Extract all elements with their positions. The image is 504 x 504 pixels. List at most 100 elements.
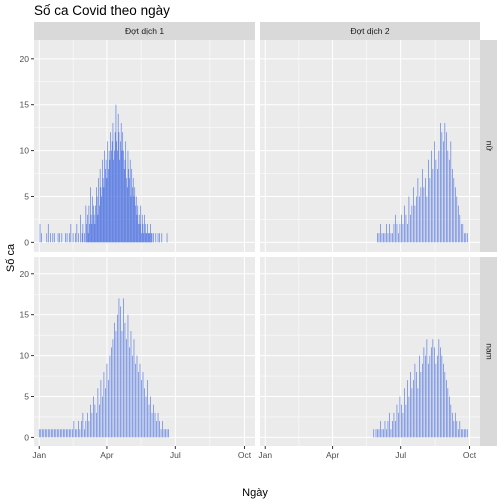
bar [378, 233, 380, 243]
bar [160, 429, 162, 438]
bar [126, 178, 127, 243]
bar [94, 404, 96, 438]
bar [448, 159, 450, 243]
bar [159, 421, 160, 438]
bar [144, 214, 145, 243]
bar [420, 187, 422, 243]
bar [428, 159, 429, 243]
bar [437, 355, 438, 438]
panel-1 [34, 40, 255, 252]
bar [120, 306, 121, 438]
bar [79, 429, 81, 438]
bar [398, 233, 399, 243]
bar [136, 214, 138, 243]
bar [124, 159, 126, 243]
bar [150, 224, 151, 243]
bar [411, 388, 413, 438]
bar [111, 347, 112, 438]
x-tick-label: Jul [170, 450, 181, 460]
bar [460, 224, 462, 243]
bar [465, 429, 467, 438]
bar [442, 363, 444, 438]
bar [380, 224, 381, 243]
y-tick-label: 15 [20, 310, 30, 320]
bar [113, 159, 115, 243]
bar [454, 412, 456, 438]
bar [41, 233, 42, 243]
bar [396, 224, 398, 243]
bar [138, 224, 139, 243]
bar [127, 150, 129, 243]
x-tick-label: Oct [238, 450, 252, 460]
bar [97, 388, 99, 438]
bar [102, 159, 103, 243]
bar [93, 214, 95, 243]
bar [447, 150, 449, 243]
bar [426, 196, 428, 243]
bar [380, 421, 381, 438]
bar [434, 141, 435, 243]
bar [73, 421, 75, 438]
bar [453, 178, 455, 243]
bar [106, 178, 108, 243]
bar [425, 355, 426, 438]
bar [96, 196, 98, 243]
bar [402, 224, 404, 243]
bar [100, 380, 102, 438]
bar [70, 429, 72, 438]
bar [135, 196, 137, 243]
bar [132, 187, 133, 243]
bar [413, 380, 414, 438]
column-strip-label: Đợt dịch 1 [125, 26, 164, 36]
bar [457, 429, 459, 438]
x-tick-label: Jan [32, 450, 46, 460]
y-tick-label: 5 [24, 191, 29, 201]
bar [454, 187, 456, 243]
bar [52, 429, 54, 438]
bar [129, 159, 131, 243]
bar [444, 123, 446, 243]
bar [46, 233, 48, 243]
bar [401, 404, 402, 438]
bar [157, 412, 159, 438]
bar [375, 429, 377, 438]
row-strips: nữ nam [480, 40, 497, 446]
y-tick-label: 0 [24, 237, 29, 247]
bar [53, 233, 55, 243]
bar [462, 429, 464, 438]
bar [98, 178, 99, 243]
bar [159, 233, 160, 243]
bar [390, 429, 392, 438]
x-axis-title: Ngày [242, 487, 268, 499]
bar [121, 331, 123, 438]
bar [116, 141, 118, 243]
bar [414, 363, 416, 438]
bar [115, 104, 117, 243]
bar [76, 224, 78, 243]
bar [466, 429, 468, 438]
bar [147, 224, 148, 243]
bar [386, 429, 387, 438]
bar [104, 150, 105, 243]
bar [121, 150, 123, 243]
bar [142, 224, 144, 243]
bar [399, 396, 401, 438]
column-strips: Đợt dịch 1 Đợt dịch 2 [34, 22, 480, 40]
bar [384, 421, 386, 438]
bar [129, 347, 130, 438]
bar [434, 347, 435, 438]
bar [61, 233, 63, 243]
bar [61, 429, 63, 438]
bar [166, 429, 168, 438]
y-tick-label: 0 [24, 432, 29, 442]
bar [422, 363, 423, 438]
bar [81, 233, 83, 243]
bar [445, 380, 447, 438]
bar [118, 298, 120, 438]
row-strip-label: nam [484, 343, 494, 360]
bar [40, 429, 42, 438]
bar [93, 205, 94, 243]
bar [383, 429, 384, 438]
x-tick-label: Jul [395, 450, 406, 460]
bar [414, 205, 416, 243]
